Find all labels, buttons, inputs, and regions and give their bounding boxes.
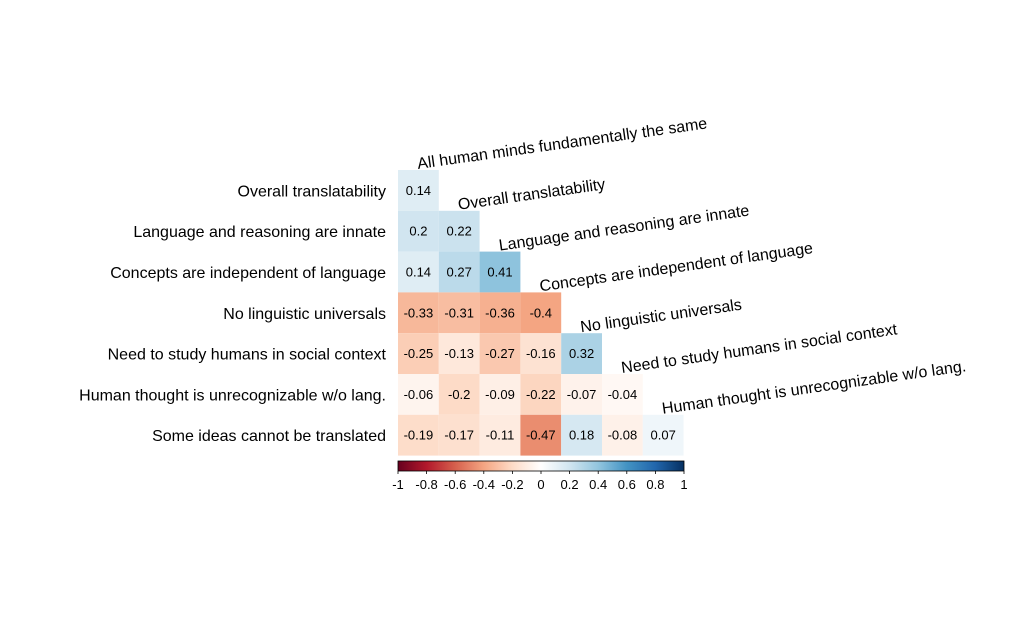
column-label: Concepts are independent of language (539, 240, 815, 295)
cell-value-label: 0.27 (447, 265, 472, 280)
cell-value-label: -0.13 (444, 346, 474, 361)
cell-value-label: 0.18 (569, 428, 594, 443)
legend-tick-label: -0.8 (415, 477, 437, 492)
cell-value-label: 0.07 (651, 428, 676, 443)
cell-value-label: -0.22 (526, 387, 556, 402)
legend-tick-label: 0 (537, 477, 544, 492)
cell-value-label: -0.2 (448, 387, 470, 402)
legend-tick-label: 0.8 (646, 477, 664, 492)
heatmap-cell (398, 414, 439, 456)
heatmap-cell (561, 414, 602, 456)
legend-tick-label: -1 (392, 477, 404, 492)
cell-value-label: 0.14 (406, 265, 431, 280)
heatmap-cell (561, 374, 602, 415)
legend-tick-label: -0.4 (473, 477, 495, 492)
heatmap-cell (438, 333, 480, 374)
legend-tick-label: 0.2 (561, 477, 579, 492)
cell-value-label: -0.27 (485, 346, 515, 361)
heatmap-cell (438, 251, 480, 293)
row-label: Some ideas cannot be translated (152, 428, 386, 445)
heatmap-cell (479, 374, 521, 415)
heatmap-cell (438, 414, 480, 456)
heatmap-cell (398, 374, 439, 415)
row-label: Concepts are independent of language (110, 265, 386, 282)
cell-value-label: -0.47 (526, 428, 556, 443)
cell-value-label: -0.17 (444, 428, 474, 443)
row-label: Language and reasoning are innate (133, 224, 386, 241)
row-label: Human thought is unrecognizable w/o lang… (79, 387, 386, 404)
heatmap-cell (398, 333, 439, 374)
column-label: No linguistic universals (579, 297, 743, 336)
color-legend-ticks: -1 -0.8 -0.6 -0.4 -0.2 0 0.2 0.4 0.6 0.8 1 (392, 471, 688, 492)
cell-value-label: -0.19 (404, 428, 434, 443)
cell-value-label: -0.11 (486, 428, 515, 443)
row-label: Need to study humans in social context (108, 347, 387, 364)
heatmap-cell (438, 292, 480, 334)
heatmap-cell (479, 333, 521, 374)
cell-value-label: 0.22 (447, 224, 472, 239)
heatmap-cell (398, 210, 439, 252)
cell-value-label: -0.33 (404, 305, 434, 320)
heatmap-cells: 0.14 0.2 0.22 0.14 0.27 0.41 -0.33 -0.31 -0.36 -0… (398, 170, 684, 456)
column-label: Overall translatability (457, 176, 606, 214)
column-label: Need to study humans in social context (620, 321, 899, 377)
heatmap-cell (398, 292, 439, 334)
cell-value-label: 0.32 (569, 346, 594, 361)
cell-value-label: -0.08 (608, 428, 638, 443)
heatmap-cell (398, 251, 439, 293)
column-label: All human minds fundamentally the same (416, 115, 708, 173)
cell-value-label: -0.16 (526, 346, 556, 361)
legend-tick-label: 1 (680, 477, 687, 492)
cell-value-label: 0.2 (409, 224, 427, 239)
heatmap-cell (520, 333, 562, 374)
heatmap-cell (520, 292, 562, 334)
heatmap-cell (438, 374, 480, 415)
cell-value-label: 0.14 (406, 183, 431, 198)
row-label: Overall translatability (238, 183, 387, 200)
row-label: No linguistic universals (223, 306, 386, 323)
heatmap-cell (602, 374, 643, 415)
legend-tick-label: 0.4 (589, 477, 607, 492)
cell-value-label: 0.41 (487, 265, 512, 280)
row-labels: Overall translatability Language and reas… (79, 183, 386, 445)
legend-tick-label: -0.6 (444, 477, 466, 492)
color-legend-bar (397, 460, 685, 472)
heatmap-cell (520, 414, 562, 456)
heatmap-cell (520, 374, 562, 415)
legend-tick-label: 0.6 (618, 477, 636, 492)
cell-value-label: -0.36 (485, 305, 515, 320)
cell-value-label: -0.4 (530, 305, 552, 320)
column-label: Language and reasoning are innate (498, 203, 751, 255)
cell-value-label: -0.07 (567, 387, 597, 402)
heatmap-cell (602, 414, 643, 456)
cell-value-label: -0.25 (404, 346, 434, 361)
heatmap-cell (479, 292, 521, 334)
cell-value-label: -0.04 (608, 387, 638, 402)
heatmap-cell (561, 333, 602, 374)
heatmap-cell (479, 251, 521, 293)
heatmap-cell (438, 210, 480, 252)
color-legend: -1 -0.8 -0.6 -0.4 -0.2 0 0.2 0.4 0.6 0.8 1 (392, 460, 688, 492)
column-label: Human thought is unrecognizable w/o lang… (661, 358, 967, 418)
heatmap-cell (479, 414, 521, 456)
cell-value-label: -0.09 (485, 387, 515, 402)
cell-value-label: -0.06 (404, 387, 434, 402)
legend-tick-label: -0.2 (501, 477, 523, 492)
heatmap-cell (398, 170, 439, 211)
cell-value-label: -0.31 (444, 305, 474, 320)
heatmap-cell (642, 414, 684, 456)
